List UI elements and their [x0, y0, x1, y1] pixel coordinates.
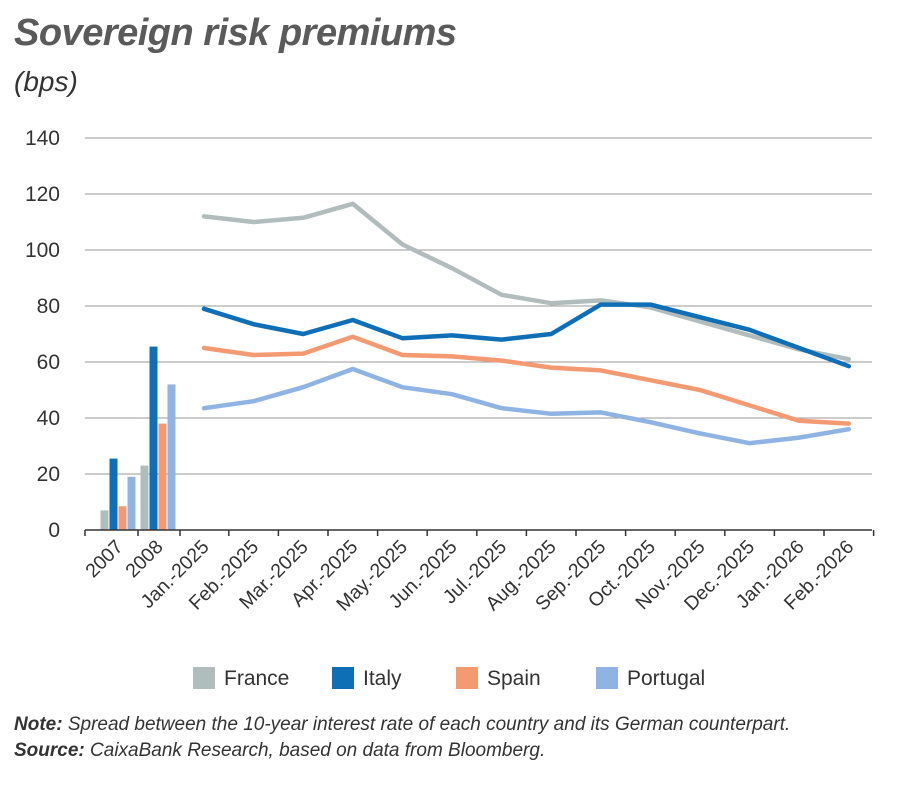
y-tick-label: 60	[37, 351, 60, 374]
y-tick-label: 0	[48, 519, 60, 542]
x-axis-ticks: 20072008Jan.-2025Feb.-2025Mar.-2025Apr.-…	[81, 536, 858, 616]
source-line: Source: CaixaBank Research, based on dat…	[14, 738, 894, 764]
risk-premium-chart: 0 20 40 60 80 100 120 140 20072008Jan.-2025Feb.…	[25, 127, 875, 690]
note-label: Note:	[14, 714, 63, 735]
grid-lines	[85, 137, 872, 475]
note-text: Spread between the 10-year interest rate…	[62, 714, 791, 735]
y-axis-ticks: 0 20 40 60 80 100 120 140	[25, 127, 60, 542]
line-italy	[201, 302, 852, 369]
series-lines	[201, 201, 852, 446]
bar-portugal-2008	[167, 384, 176, 530]
footnotes: Note: Spread between the 10-year interes…	[14, 712, 894, 764]
bars	[100, 346, 176, 530]
bar-portugal-2007	[127, 476, 136, 530]
legend-swatch-france	[193, 667, 215, 689]
bar-france-2007	[100, 510, 109, 530]
bar-italy-2007	[109, 458, 118, 530]
line-france	[201, 201, 852, 362]
legend-label-portugal: Portugal	[627, 667, 705, 690]
y-tick-label: 120	[25, 183, 60, 206]
x-tick-label: 2007	[81, 536, 127, 582]
legend-label-italy: Italy	[363, 667, 402, 690]
bar-spain-2007	[118, 506, 127, 530]
bar-spain-2008	[158, 423, 167, 530]
legend-swatch-portugal	[596, 667, 618, 689]
legend-swatch-spain	[456, 667, 478, 689]
x-axis	[84, 529, 875, 536]
line-portugal	[201, 366, 852, 446]
bar-italy-2008	[149, 346, 158, 530]
source-label: Source:	[14, 740, 85, 761]
y-tick-label: 40	[37, 407, 60, 430]
legend: France Italy Spain Portugal	[193, 667, 705, 690]
legend-label-france: France	[224, 667, 289, 690]
y-tick-label: 20	[37, 463, 60, 486]
source-text: CaixaBank Research, based on data from B…	[84, 740, 546, 761]
line-spain	[201, 334, 852, 426]
y-tick-label: 140	[25, 127, 60, 150]
y-tick-label: 80	[37, 295, 60, 318]
legend-swatch-italy	[332, 667, 354, 689]
chart-title: Sovereign risk premiums	[14, 12, 457, 54]
note-line: Note: Spread between the 10-year interes…	[14, 712, 894, 738]
y-tick-label: 100	[25, 239, 60, 262]
chart-units: (bps)	[14, 66, 78, 97]
bar-france-2008	[140, 465, 149, 530]
legend-label-spain: Spain	[487, 667, 541, 690]
